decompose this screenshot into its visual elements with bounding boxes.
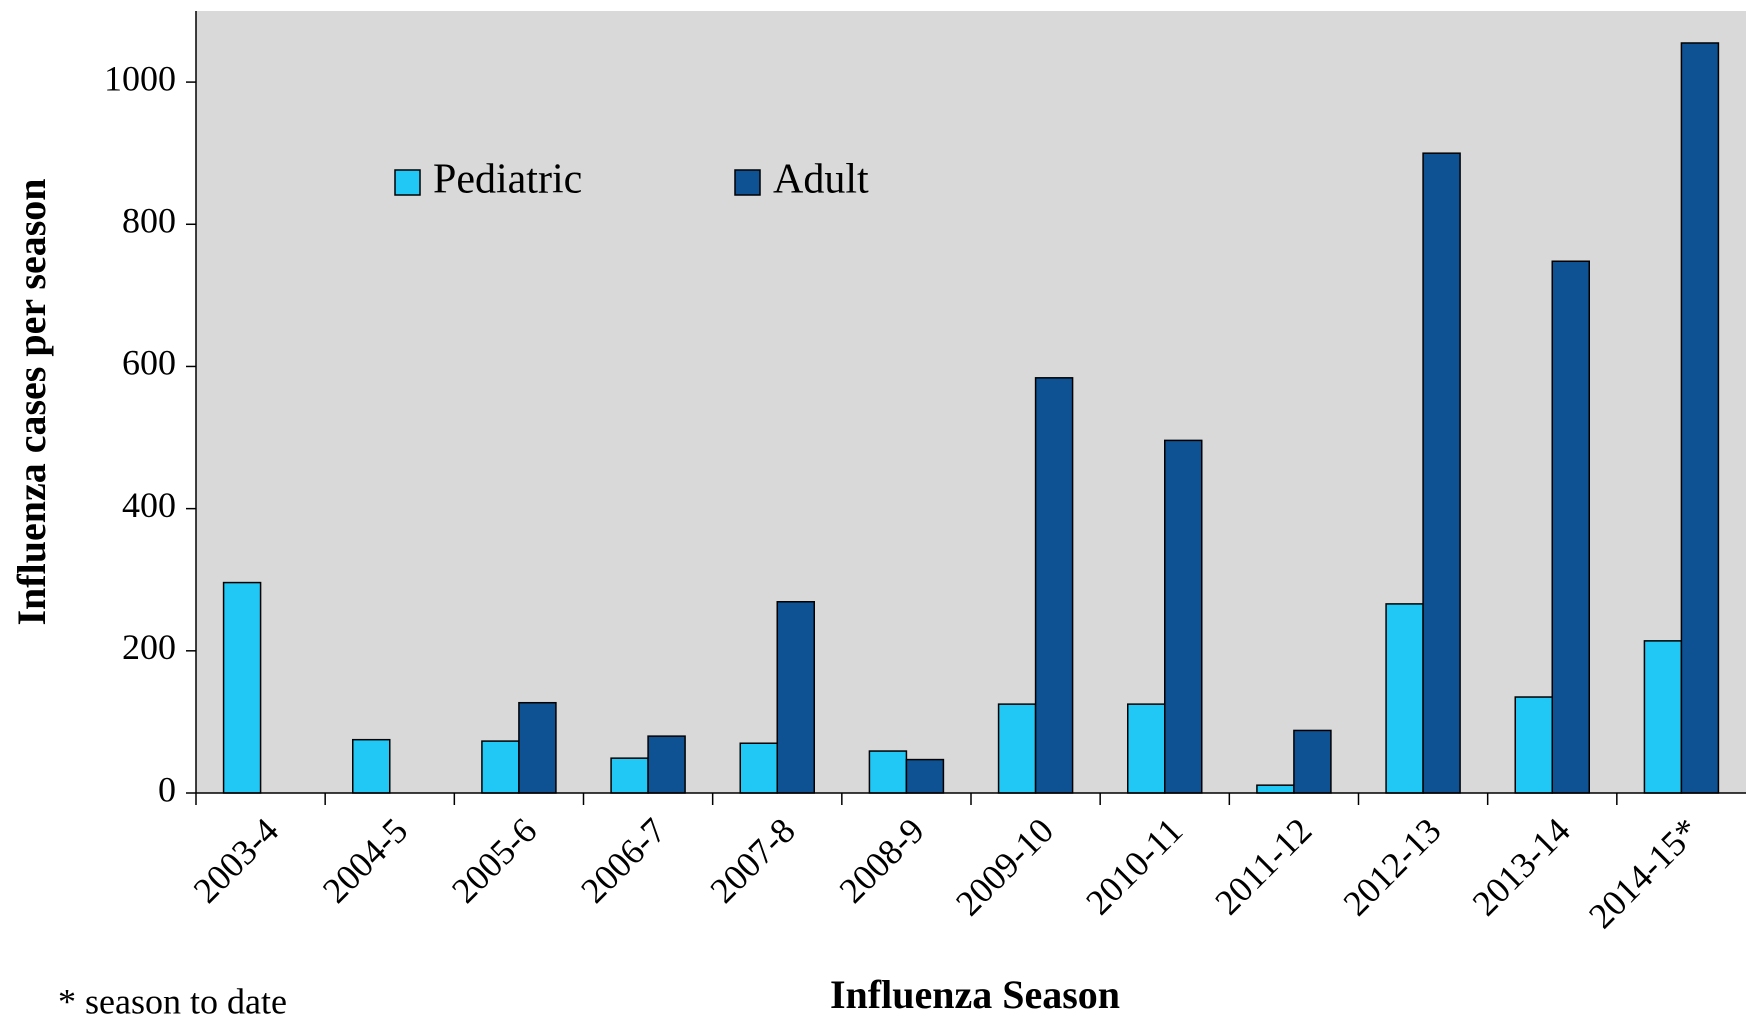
bar xyxy=(1127,703,1166,794)
bar xyxy=(222,581,262,794)
y-tick-label: 400 xyxy=(122,485,176,525)
bar xyxy=(352,738,391,794)
bar xyxy=(610,757,649,794)
y-axis-title: Influenza cases per season xyxy=(9,178,54,625)
legend-swatch xyxy=(394,169,421,196)
bar xyxy=(1385,603,1424,794)
bar xyxy=(739,742,778,794)
bar xyxy=(1551,260,1590,794)
y-tick-label: 800 xyxy=(122,201,176,241)
y-tick-label: 1000 xyxy=(104,58,176,98)
bar xyxy=(647,735,686,794)
footnote: * season to date xyxy=(58,981,287,1021)
x-tick-label: 2009-10 xyxy=(948,810,1061,923)
bar xyxy=(1256,784,1295,794)
y-tick-label: 600 xyxy=(122,343,176,383)
bar xyxy=(1164,439,1203,794)
bar xyxy=(481,740,520,794)
y-tick-label: 0 xyxy=(158,769,176,809)
x-tick-label: 2006-7 xyxy=(573,810,673,910)
bar xyxy=(518,701,557,794)
plot-area xyxy=(196,11,1746,793)
bar xyxy=(997,703,1037,794)
bar xyxy=(1034,377,1074,794)
bar xyxy=(776,601,815,794)
bar xyxy=(1643,640,1683,794)
x-tick-label: 2003-4 xyxy=(186,810,286,910)
bar xyxy=(1514,696,1553,794)
x-tick-label: 2007-8 xyxy=(702,810,802,910)
x-tick-label: 2004-5 xyxy=(315,810,415,910)
legend-swatch xyxy=(734,169,761,196)
y-tick-label: 200 xyxy=(122,627,176,667)
bar xyxy=(1680,42,1720,794)
x-tick-label: 2011-12 xyxy=(1207,810,1319,922)
bar xyxy=(905,758,945,794)
legend-label: Adult xyxy=(773,157,869,203)
bar xyxy=(1293,729,1332,794)
legend-label: Pediatric xyxy=(433,157,582,203)
x-tick-label: 2013-14 xyxy=(1465,810,1578,923)
x-tick-label: 2005-6 xyxy=(444,810,544,910)
x-tick-label: 2014-15* xyxy=(1581,810,1707,936)
x-tick-label: 2008-9 xyxy=(832,810,932,910)
x-tick-label: 2010-11 xyxy=(1078,810,1190,922)
bar xyxy=(1422,152,1461,794)
bar xyxy=(868,750,908,794)
x-axis-title: Influenza Season xyxy=(830,972,1120,1017)
x-tick-label: 2012-13 xyxy=(1335,810,1448,923)
